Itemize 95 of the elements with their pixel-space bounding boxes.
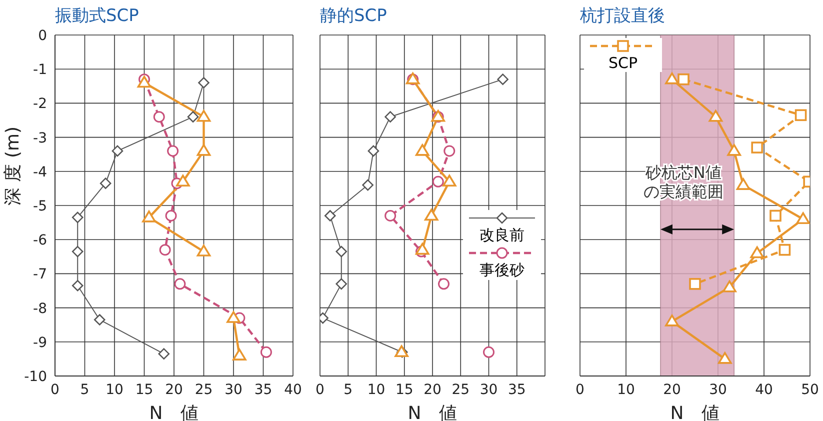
point [100, 178, 112, 189]
point [362, 179, 374, 191]
y-tick-label: -3 [33, 130, 47, 146]
point [442, 174, 456, 187]
point [158, 348, 170, 360]
point [159, 244, 171, 256]
x-tick-label: 0 [50, 382, 60, 398]
x-tick-label: 0 [576, 382, 584, 398]
point [232, 348, 246, 360]
point [796, 212, 810, 224]
point [415, 144, 430, 156]
point [94, 314, 106, 326]
x-tick-label: 40 [755, 382, 773, 398]
x-tick-label: 20 [663, 382, 681, 398]
point [751, 142, 763, 154]
x-tick-label: 35 [508, 382, 526, 398]
y-tick-label: 0 [38, 28, 47, 44]
x-tick-label: 5 [80, 382, 90, 398]
point [174, 278, 186, 290]
point [438, 278, 450, 290]
x-tick-label: 30 [480, 382, 498, 398]
point [497, 74, 508, 85]
point [432, 176, 444, 188]
point [72, 212, 84, 224]
point [424, 208, 438, 221]
point [722, 280, 736, 292]
point [165, 210, 177, 222]
point [226, 311, 240, 323]
legend-label: 事後砂 [478, 261, 526, 280]
y-tick-label: -10 [24, 368, 47, 385]
point [198, 77, 210, 88]
point [483, 346, 494, 358]
x-tick-label: 10 [106, 382, 124, 398]
point [794, 109, 807, 122]
point [187, 111, 199, 122]
point [770, 210, 782, 222]
legend-label: 改良前 [478, 226, 526, 245]
point [384, 111, 396, 122]
point [324, 210, 336, 222]
point [112, 145, 124, 157]
x-tick-label: 20 [424, 382, 442, 398]
point [336, 246, 348, 258]
point [336, 278, 348, 290]
point [665, 314, 679, 326]
point [708, 110, 723, 122]
x-tick-label: 30 [224, 382, 242, 398]
y-tick-label: -7 [33, 266, 47, 283]
x-tick-label: 20 [165, 382, 183, 398]
y-tick-label: -2 [33, 96, 47, 112]
point [196, 144, 211, 156]
x-tick-label: 15 [135, 382, 154, 398]
point [444, 145, 456, 157]
point [196, 244, 211, 256]
point [196, 110, 211, 122]
x-tick-label: 25 [194, 382, 213, 398]
point [167, 145, 179, 157]
point [142, 210, 156, 222]
y-tick-label: -9 [33, 334, 47, 351]
x-tick-label: 50 [801, 382, 819, 398]
chart-title: 杭打設直後 [580, 5, 665, 27]
point [415, 242, 430, 255]
x-tick-label: 10 [367, 382, 386, 398]
chart-title: 振動式SCP [55, 5, 139, 27]
point [260, 346, 272, 358]
x-tick-label: 35 [254, 382, 272, 398]
point [718, 352, 732, 364]
point [384, 210, 396, 222]
point [176, 174, 190, 187]
point [72, 280, 84, 292]
point [678, 73, 690, 86]
x-tick-label: 10 [617, 382, 635, 398]
point [727, 144, 741, 156]
y-tick-label: -4 [33, 164, 48, 180]
point [153, 111, 165, 123]
point [750, 246, 764, 258]
point [736, 178, 750, 190]
y-axis-title: 深 度 (m) [2, 126, 24, 206]
point [689, 278, 701, 290]
x-tick-label: 15 [395, 382, 414, 398]
point [72, 246, 84, 258]
point [137, 76, 152, 88]
x-tick-label: 25 [452, 382, 470, 398]
x-tick-label: 30 [709, 382, 727, 398]
point [368, 145, 380, 157]
point [665, 72, 679, 84]
y-tick-label: -1 [33, 62, 47, 78]
y-tick-label: -8 [33, 300, 47, 317]
x-tick-label: 0 [316, 382, 324, 398]
chart-title: 静的SCP [320, 5, 387, 27]
y-tick-label: -5 [33, 198, 47, 214]
legend-label: SCP [607, 54, 639, 72]
y-tick-label: -6 [33, 232, 48, 249]
x-tick-label: 5 [344, 382, 353, 398]
x-tick-label: 40 [284, 382, 302, 398]
point [778, 244, 791, 256]
